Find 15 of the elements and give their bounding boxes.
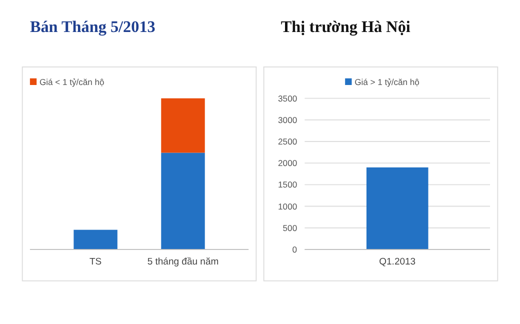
y-tick-label: 1000 <box>278 201 298 212</box>
y-tick-label: 3000 <box>278 114 298 125</box>
y-tick-label: 500 <box>282 222 298 233</box>
x-tick-label: Q1.2013 <box>379 256 416 268</box>
y-tick-label: 1500 <box>278 180 298 190</box>
y-tick-label: 0 <box>292 244 298 254</box>
y-tick-label: 2000 <box>278 158 298 168</box>
x-tick-label: 5 tháng đầu năm <box>147 256 219 268</box>
x-tick-label: TS <box>89 256 102 268</box>
chart-title: Bán Tháng 5/2013 <box>30 18 156 36</box>
legend-label: Giá > 1 tỷ/căn hộ <box>354 77 420 88</box>
y-tick-label: 3500 <box>278 93 298 104</box>
y-tick-label: 2500 <box>278 136 298 146</box>
legend-label: Giá < 1 tỷ/căn hộ <box>39 77 105 88</box>
chart-title: Thị trường Hà Nội <box>280 18 411 36</box>
